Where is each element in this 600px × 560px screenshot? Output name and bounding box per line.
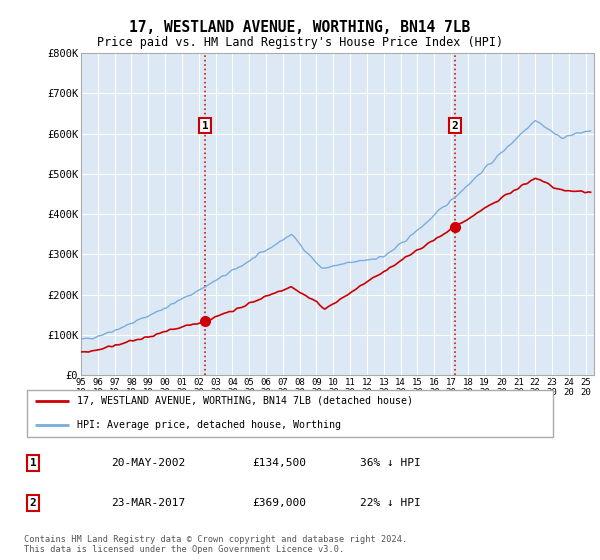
Text: Contains HM Land Registry data © Crown copyright and database right 2024.
This d: Contains HM Land Registry data © Crown c… (24, 535, 407, 554)
Text: Price paid vs. HM Land Registry's House Price Index (HPI): Price paid vs. HM Land Registry's House … (97, 36, 503, 49)
Text: £134,500: £134,500 (252, 458, 306, 468)
Text: 2: 2 (29, 498, 37, 508)
Text: 1: 1 (202, 120, 209, 130)
Text: 17, WESTLAND AVENUE, WORTHING, BN14 7LB: 17, WESTLAND AVENUE, WORTHING, BN14 7LB (130, 20, 470, 35)
Text: £369,000: £369,000 (252, 498, 306, 508)
Text: 22% ↓ HPI: 22% ↓ HPI (360, 498, 421, 508)
Text: 2: 2 (452, 120, 458, 130)
Text: HPI: Average price, detached house, Worthing: HPI: Average price, detached house, Wort… (77, 420, 341, 430)
FancyBboxPatch shape (26, 390, 553, 437)
Text: 23-MAR-2017: 23-MAR-2017 (111, 498, 185, 508)
Text: 36% ↓ HPI: 36% ↓ HPI (360, 458, 421, 468)
Text: 1: 1 (29, 458, 37, 468)
Text: 20-MAY-2002: 20-MAY-2002 (111, 458, 185, 468)
Text: 17, WESTLAND AVENUE, WORTHING, BN14 7LB (detached house): 17, WESTLAND AVENUE, WORTHING, BN14 7LB … (77, 396, 413, 406)
